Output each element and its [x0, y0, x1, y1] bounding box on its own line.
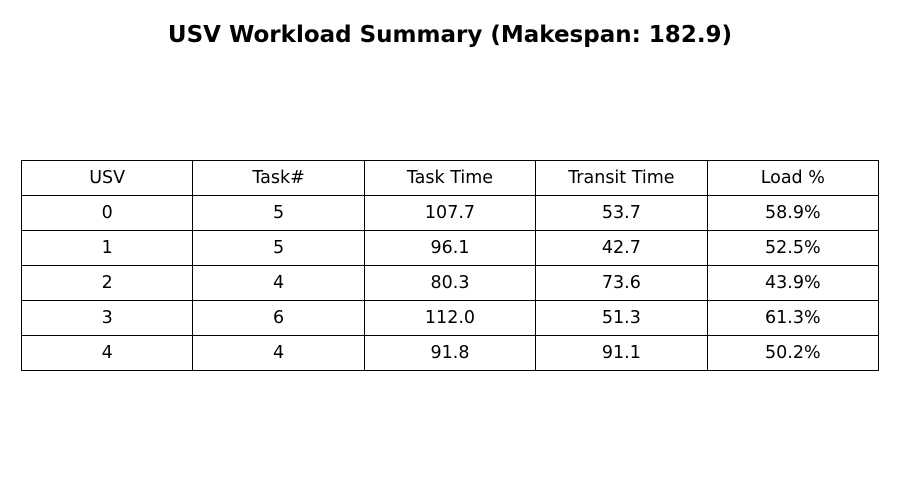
cell-transit-time: 53.7	[535, 195, 708, 231]
cell-transit-time: 73.6	[535, 265, 708, 301]
table-row: 4 4 91.8 91.1 50.2%	[20, 335, 880, 371]
header-task-count: Task#	[192, 160, 365, 196]
table-row: 0 5 107.7 53.7 58.9%	[20, 195, 880, 231]
cell-task-count: 6	[192, 300, 365, 336]
cell-transit-time: 51.3	[535, 300, 708, 336]
cell-task-time: 80.3	[363, 265, 537, 301]
cell-usv: 0	[20, 195, 194, 231]
cell-task-time: 112.0	[363, 300, 537, 336]
cell-task-count: 4	[192, 265, 365, 301]
cell-usv: 2	[20, 265, 194, 301]
header-task-time: Task Time	[363, 160, 537, 196]
table-header-row: USV Task# Task Time Transit Time Load %	[20, 160, 880, 196]
cell-usv: 1	[20, 230, 194, 266]
header-usv: USV	[20, 160, 194, 196]
table-row: 3 6 112.0 51.3 61.3%	[20, 300, 880, 336]
header-transit-time: Transit Time	[535, 160, 708, 196]
cell-task-count: 4	[192, 335, 365, 371]
table-row: 2 4 80.3 73.6 43.9%	[20, 265, 880, 301]
chart-title: USV Workload Summary (Makespan: 182.9)	[167, 22, 733, 48]
cell-task-time: 107.7	[363, 195, 537, 231]
cell-usv: 3	[20, 300, 194, 336]
cell-task-count: 5	[192, 230, 365, 266]
header-load-percent: Load %	[706, 160, 880, 196]
cell-load-percent: 43.9%	[706, 265, 880, 301]
cell-transit-time: 91.1	[535, 335, 708, 371]
cell-load-percent: 52.5%	[706, 230, 880, 266]
cell-transit-time: 42.7	[535, 230, 708, 266]
cell-task-time: 91.8	[363, 335, 537, 371]
table-row: 1 5 96.1 42.7 52.5%	[20, 230, 880, 266]
workload-table: USV Task# Task Time Transit Time Load % …	[20, 160, 880, 371]
cell-task-count: 5	[192, 195, 365, 231]
cell-usv: 4	[20, 335, 194, 371]
cell-load-percent: 50.2%	[706, 335, 880, 371]
cell-load-percent: 58.9%	[706, 195, 880, 231]
cell-task-time: 96.1	[363, 230, 537, 266]
cell-load-percent: 61.3%	[706, 300, 880, 336]
